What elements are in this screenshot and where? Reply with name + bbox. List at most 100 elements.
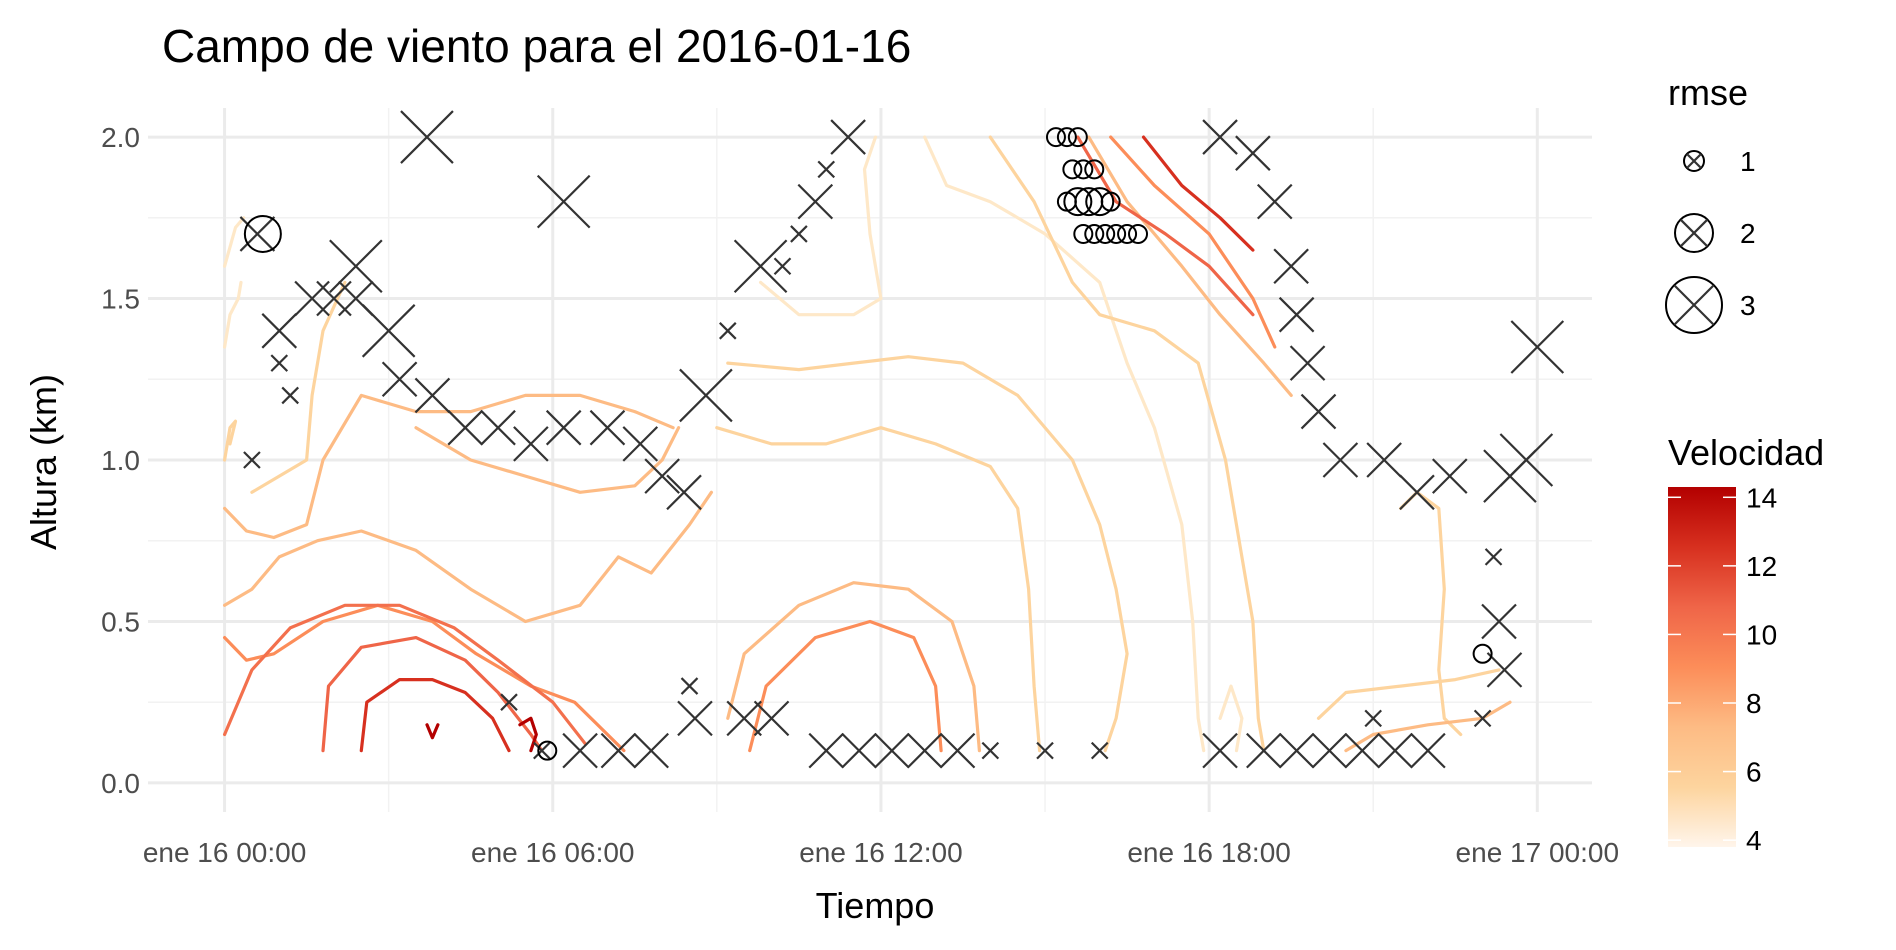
rmse-point xyxy=(1378,734,1412,768)
contour-line-5 xyxy=(925,137,1204,751)
contour-line-5 xyxy=(225,218,244,266)
contour-line-12 xyxy=(361,680,509,751)
legend-rmse-label: 2 xyxy=(1740,218,1756,249)
rmse-point xyxy=(448,411,482,445)
x-axis-ticks: ene 16 00:00 ene 16 06:00 ene 16 12:00 ene … xyxy=(143,837,1619,868)
rmse-point xyxy=(667,475,701,509)
legend-rmse-label: 1 xyxy=(1740,146,1756,177)
rmse-point xyxy=(680,369,732,421)
x-tick-label: ene 16 12:00 xyxy=(799,837,963,868)
contour-line-14 xyxy=(520,718,536,750)
rmse-circle-point xyxy=(1085,225,1103,243)
contour-line-8 xyxy=(225,605,624,750)
y-axis-title: Altura (km) xyxy=(23,374,64,550)
rmse-point xyxy=(682,678,698,694)
legend-rmse: rmse 1 2 3 xyxy=(1666,72,1756,333)
rmse-point xyxy=(1411,734,1445,768)
rmse-point xyxy=(798,185,832,219)
colorbar-tick-label: 4 xyxy=(1746,825,1762,856)
plot-grid xyxy=(148,108,1592,812)
legend-velocidad-title: Velocidad xyxy=(1668,432,1824,473)
rmse-point xyxy=(645,459,679,493)
velocity-contours xyxy=(225,137,1510,751)
colorbar-tick-label: 10 xyxy=(1746,619,1777,650)
rmse-point xyxy=(1484,450,1536,502)
rmse-point xyxy=(415,378,449,412)
legend-rmse-label: 3 xyxy=(1740,290,1756,321)
rmse-point xyxy=(1302,395,1336,429)
rmse-point xyxy=(282,387,298,403)
rmse-circle-point xyxy=(1074,225,1092,243)
rmse-circle-point xyxy=(1107,225,1125,243)
y-tick-label: 1.5 xyxy=(101,284,140,315)
colorbar-tick-label: 8 xyxy=(1746,688,1762,719)
rmse-circle-point xyxy=(1063,160,1081,178)
rmse-point xyxy=(809,734,843,768)
rmse-point xyxy=(774,258,790,274)
x-tick-label: ene 16 00:00 xyxy=(143,837,307,868)
rmse-point xyxy=(1433,459,1467,493)
rmse-point xyxy=(1486,549,1502,565)
y-tick-label: 2.0 xyxy=(101,122,140,153)
rmse-point xyxy=(590,411,624,445)
contour-line-7 xyxy=(225,395,673,537)
rmse-point xyxy=(842,734,876,768)
rmse-point xyxy=(623,427,657,461)
legend-rmse-keys: 1 2 3 xyxy=(1666,146,1756,333)
rmse-point xyxy=(538,176,590,228)
rmse-circle-point xyxy=(1096,225,1114,243)
rmse-point xyxy=(1258,185,1292,219)
rmse-point xyxy=(1400,475,1434,509)
rmse-point xyxy=(791,226,807,242)
contour-line-5 xyxy=(225,282,241,347)
legend-rmse-key: 1 xyxy=(1684,146,1756,177)
rmse-point xyxy=(1312,734,1346,768)
x-axis-title: Tiempo xyxy=(816,885,935,926)
rmse-circle-point xyxy=(1074,160,1092,178)
x-tick-label: ene 16 06:00 xyxy=(471,837,635,868)
chart-title: Campo de viento para el 2016-01-16 xyxy=(162,20,911,72)
y-tick-label: 1.0 xyxy=(101,445,140,476)
rmse-point xyxy=(262,314,296,348)
legend-x xyxy=(1674,285,1713,324)
rmse-point xyxy=(908,734,942,768)
contour-line-6 xyxy=(1401,492,1461,734)
rmse-circle-point xyxy=(1129,225,1147,243)
legend-velocidad: Velocidad 4 6 8 10 12 14 xyxy=(1668,432,1824,856)
colorbar-tick-label: 14 xyxy=(1746,482,1777,513)
rmse-point xyxy=(941,734,975,768)
rmse-point xyxy=(634,734,668,768)
colorbar-tick-label: 12 xyxy=(1746,551,1777,582)
rmse-point xyxy=(727,701,761,735)
rmse-point xyxy=(1345,734,1379,768)
rmse-point xyxy=(601,734,635,768)
rmse-point xyxy=(720,323,736,339)
rmse-circle-point xyxy=(1118,225,1136,243)
rmse-point xyxy=(271,355,287,371)
contour-line-8 xyxy=(750,622,941,751)
colorbar-tick-label: 6 xyxy=(1746,757,1762,788)
y-tick-label: 0.5 xyxy=(101,606,140,637)
contour-line-6 xyxy=(1319,670,1500,718)
rmse-point xyxy=(330,240,382,292)
contour-line-7 xyxy=(225,492,712,621)
legend-rmse-key: 3 xyxy=(1666,277,1756,333)
velocidad-colorbar xyxy=(1668,487,1736,847)
contour-line-14 xyxy=(427,725,438,738)
legend-x xyxy=(1687,154,1701,168)
rmse-point xyxy=(1280,734,1314,768)
y-axis-ticks: 0.0 0.5 1.0 1.5 2.0 xyxy=(101,122,140,799)
rmse-point xyxy=(1247,734,1281,768)
rmse-point xyxy=(818,161,834,177)
rmse-point xyxy=(514,427,548,461)
rmse-point xyxy=(678,701,712,735)
legend-x xyxy=(1681,220,1708,247)
rmse-point xyxy=(1274,249,1308,283)
x-tick-label: ene 17 00:00 xyxy=(1456,837,1620,868)
rmse-point xyxy=(534,743,550,759)
y-tick-label: 0.0 xyxy=(101,768,140,799)
rmse-point xyxy=(755,701,789,735)
rmse-point xyxy=(1280,298,1314,332)
rmse-point xyxy=(481,411,515,445)
